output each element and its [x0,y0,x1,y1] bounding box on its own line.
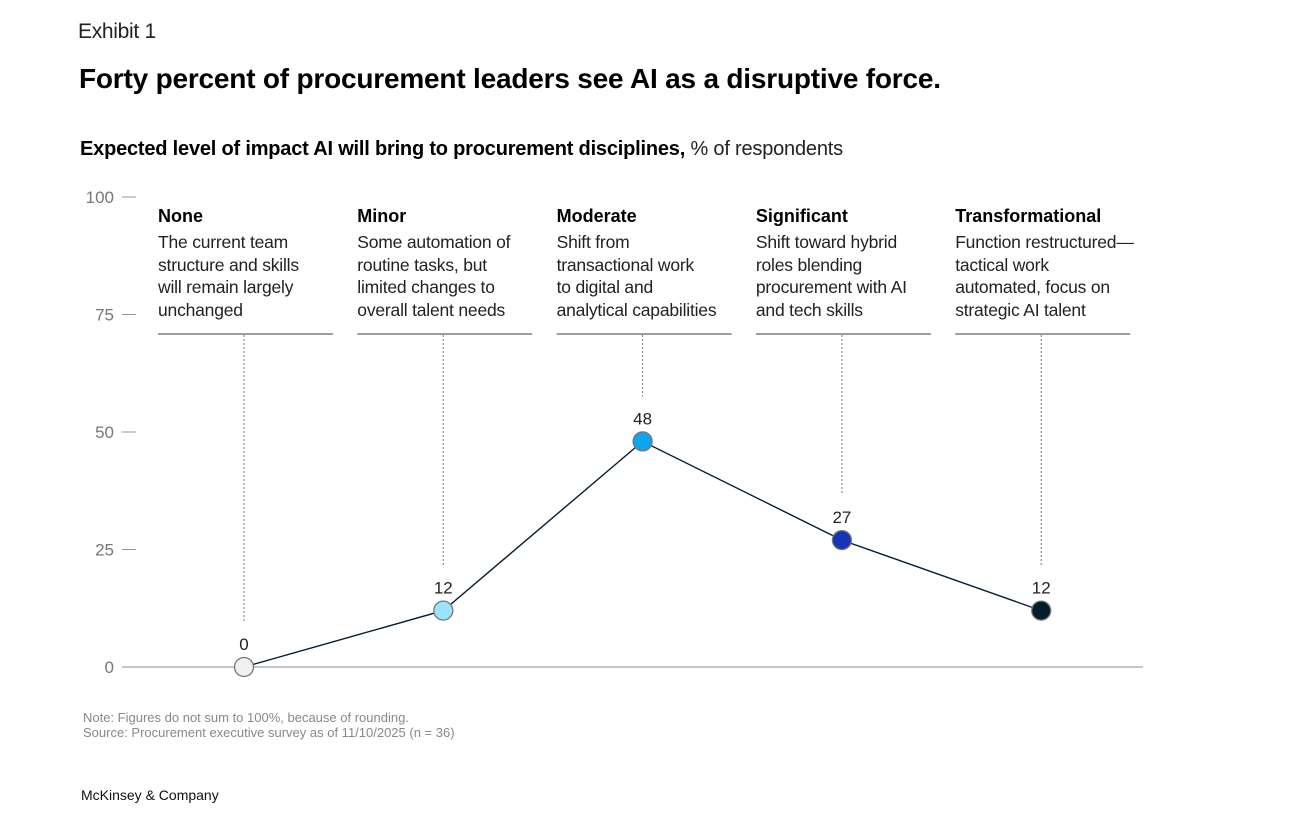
data-label: 48 [633,409,652,428]
category-description: Function restructured— tactical work autom… [955,231,1134,321]
category-annotation: None The current team structure and skills… [158,205,334,321]
description-line: analytical capabilities [556,299,717,320]
data-point-minor [433,600,454,621]
chart-title: Forty percent of procurement leaders see… [79,63,941,94]
description-line: transactional work [556,254,695,275]
description-line: tactical work [955,254,1049,275]
category-annotation: Moderate Shift from transactional work to d… [557,205,733,321]
data-point-significant [831,529,853,551]
description-line: strategic AI talent [955,299,1086,320]
category-name: Minor [357,206,407,226]
y-tick-label: 100 [86,188,114,207]
category-description: Some automation of routine tasks, but limi… [357,231,533,321]
data-point-none [233,656,255,678]
footnote: Note: Figures do not sum to 100%, becaus… [83,710,455,740]
y-tick-label: 0 [105,658,114,677]
data-point-transformational [1031,600,1052,621]
description-line: routine tasks, but [357,254,487,275]
data-label: 0 [239,635,248,654]
category-annotation: Minor Some automation of routine tasks, bu… [357,205,533,321]
category-description: Shift toward hybrid roles blending procure… [756,231,932,321]
description-line: roles blending [755,254,863,275]
description-line: procurement with AI [755,277,907,297]
series-line [243,440,1042,668]
data-label: 12 [1032,579,1051,598]
data-label: 27 [832,508,851,527]
category-name: Moderate [556,206,637,226]
description-line: will remain largely [158,277,294,297]
source-text: Source: Procurement executive survey as … [83,725,455,740]
y-tick-label: 25 [95,541,114,560]
exhibit-label: Exhibit 1 [78,20,156,43]
subtitle-bold: Expected level of impact AI will bring t… [80,138,686,160]
description-line: Some automation of [357,232,511,252]
category-description: The current team structure and skills will… [158,231,334,321]
data-label: 12 [434,579,453,598]
description-line: unchanged [158,299,243,320]
category-description: Shift from transactional work to digital a… [557,231,733,321]
category-name: Significant [755,206,848,226]
description-line: structure and skills [158,254,299,275]
category-name: Transformational [955,206,1102,226]
description-line: Shift from [556,232,630,252]
brand-logo-text: McKinsey & Company [81,787,219,803]
note-text: Note: Figures do not sum to 100%, becaus… [83,710,409,725]
chart-subtitle: Expected level of impact AI will bring t… [80,138,843,161]
category-name: None [158,206,203,226]
description-line: and tech skills [755,299,863,320]
description-line: to digital and [556,277,654,297]
y-tick-label: 75 [95,306,114,325]
description-line: automated, focus on [955,277,1110,297]
category-annotation: Significant Shift toward hybrid roles blen… [756,205,932,321]
subtitle-unit: % of respondents [685,138,843,160]
data-point-moderate [632,431,653,452]
description-line: Shift toward hybrid [755,232,898,252]
description-line: overall talent needs [357,299,506,320]
category-annotation: Transformational Function restructured— ta… [955,205,1134,321]
description-line: The current team [158,232,289,252]
description-line: limited changes to [357,277,495,297]
description-line: Function restructured— [955,232,1134,252]
y-tick-label: 50 [95,423,114,442]
